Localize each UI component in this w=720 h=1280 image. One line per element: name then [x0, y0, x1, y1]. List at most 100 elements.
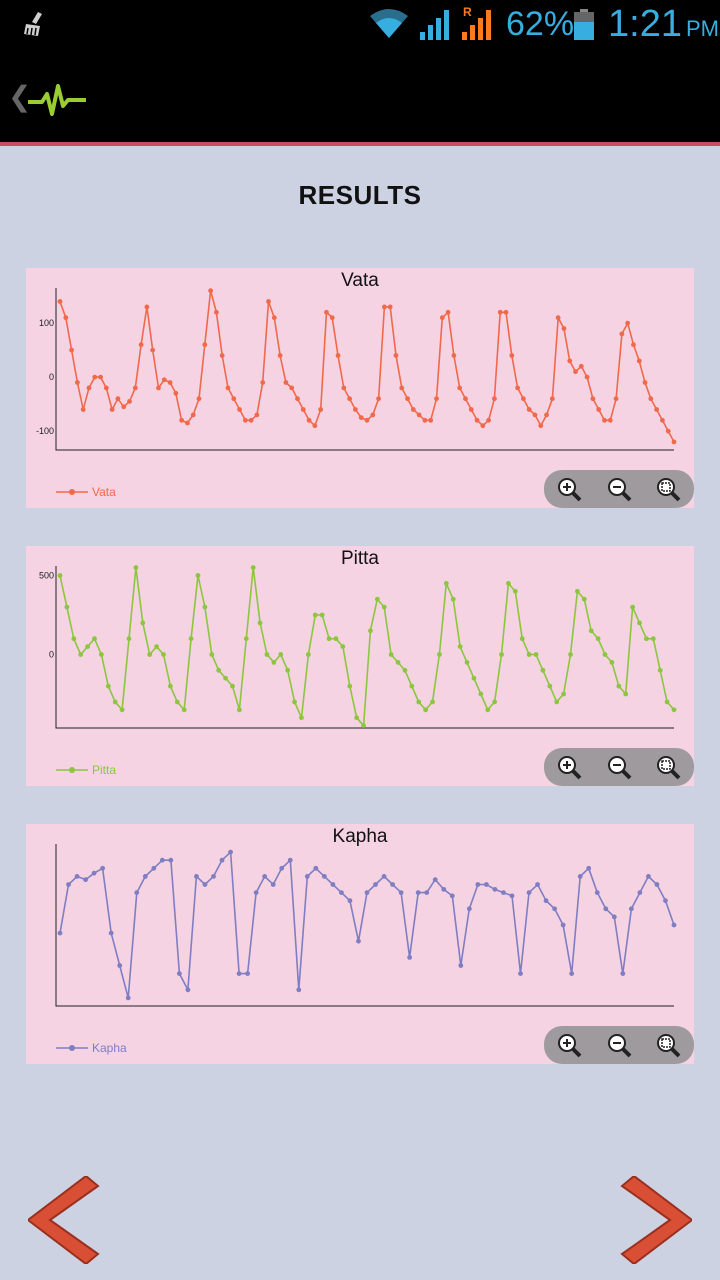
data-point	[330, 882, 336, 887]
data-point	[361, 723, 366, 729]
data-point	[483, 882, 489, 887]
vata-plot[interactable]: 100 0 -100	[26, 268, 694, 468]
kapha-plot[interactable]	[26, 824, 694, 1024]
zoom-in-icon[interactable]	[556, 1032, 582, 1058]
data-point	[474, 417, 480, 423]
data-point	[85, 644, 90, 650]
data-point	[376, 396, 381, 402]
data-point	[333, 636, 339, 642]
data-point	[569, 971, 575, 976]
data-point	[179, 417, 185, 423]
kapha-legend-label: Kapha	[92, 1041, 127, 1055]
data-point	[532, 412, 538, 418]
pitta-plot[interactable]: 500 0	[26, 546, 694, 746]
data-point	[410, 407, 416, 412]
data-point	[219, 353, 225, 358]
data-point	[402, 667, 408, 673]
data-point	[485, 707, 491, 713]
data-point	[126, 636, 132, 642]
data-point	[108, 930, 114, 936]
data-point	[174, 699, 180, 705]
data-point	[202, 342, 208, 348]
pitta-legend-label: Pitta	[92, 763, 117, 777]
data-point	[509, 353, 515, 358]
data-point	[581, 596, 587, 602]
data-point	[584, 374, 590, 380]
battery-icon	[574, 9, 594, 40]
vata-chart[interactable]: 100 0 -100 Vata Vata	[26, 268, 694, 508]
data-point	[577, 874, 583, 879]
data-point	[133, 565, 139, 570]
next-arrow-icon[interactable]	[620, 1176, 692, 1264]
data-point	[540, 667, 546, 673]
data-point	[242, 417, 248, 423]
data-point	[248, 417, 254, 423]
data-point	[225, 385, 231, 391]
data-point	[480, 423, 486, 429]
previous-arrow-icon[interactable]	[28, 1176, 100, 1264]
wifi-icon	[370, 9, 408, 38]
signal-icon	[420, 10, 449, 40]
zoom-reset-icon[interactable]	[655, 1032, 681, 1058]
data-point	[313, 865, 319, 871]
data-point	[196, 396, 202, 402]
data-point	[266, 299, 271, 304]
data-point	[167, 380, 173, 385]
data-point	[415, 890, 421, 895]
data-point	[223, 675, 228, 681]
data-point	[399, 385, 405, 391]
data-point	[642, 380, 648, 385]
data-point	[318, 407, 324, 412]
zoom-out-icon[interactable]	[606, 476, 632, 502]
chart-axes	[55, 844, 674, 1007]
data-point	[407, 955, 413, 960]
zoom-out-icon[interactable]	[606, 1032, 632, 1058]
data-point	[270, 882, 276, 887]
data-point	[173, 390, 179, 396]
data-point	[620, 971, 626, 976]
zoom-in-icon[interactable]	[556, 754, 582, 780]
data-point	[119, 707, 125, 713]
data-point	[285, 667, 291, 673]
data-point	[231, 396, 237, 402]
data-point	[596, 407, 602, 412]
data-point	[78, 652, 84, 657]
up-navigation-icon[interactable]: ❮	[8, 81, 32, 112]
data-point	[650, 636, 656, 642]
data-point	[127, 399, 132, 404]
data-point	[388, 652, 394, 657]
heartbeat-logo-icon[interactable]	[28, 84, 86, 118]
pitta-chart[interactable]: 500 0 Pitta Pitta	[26, 546, 694, 786]
zoom-reset-icon[interactable]	[655, 476, 681, 502]
data-point	[434, 396, 439, 402]
data-point	[515, 385, 521, 391]
data-point	[607, 417, 613, 423]
data-point	[573, 369, 578, 375]
zoom-out-icon[interactable]	[606, 754, 632, 780]
zoom-in-icon[interactable]	[556, 476, 582, 502]
data-point	[86, 385, 92, 391]
data-point	[109, 407, 115, 412]
data-point	[671, 707, 677, 713]
vata-legend-swatch	[56, 489, 88, 495]
data-point	[188, 636, 194, 642]
data-point	[66, 882, 71, 887]
data-point	[555, 315, 561, 321]
data-point	[499, 652, 504, 657]
data-point	[154, 644, 159, 650]
data-point	[387, 304, 393, 310]
data-point	[468, 407, 474, 412]
data-point	[506, 580, 511, 586]
data-point	[112, 699, 118, 705]
zoom-reset-icon[interactable]	[655, 754, 681, 780]
data-point	[519, 636, 525, 642]
data-point	[654, 407, 660, 412]
clock-time: 1:21	[608, 3, 682, 45]
data-point	[520, 396, 526, 402]
data-point	[623, 691, 629, 697]
kapha-chart[interactable]: Kapha Kapha	[26, 824, 694, 1064]
data-point	[613, 396, 619, 402]
data-point	[644, 636, 649, 642]
y-tick-label: 500	[39, 570, 54, 580]
data-point	[115, 396, 121, 402]
